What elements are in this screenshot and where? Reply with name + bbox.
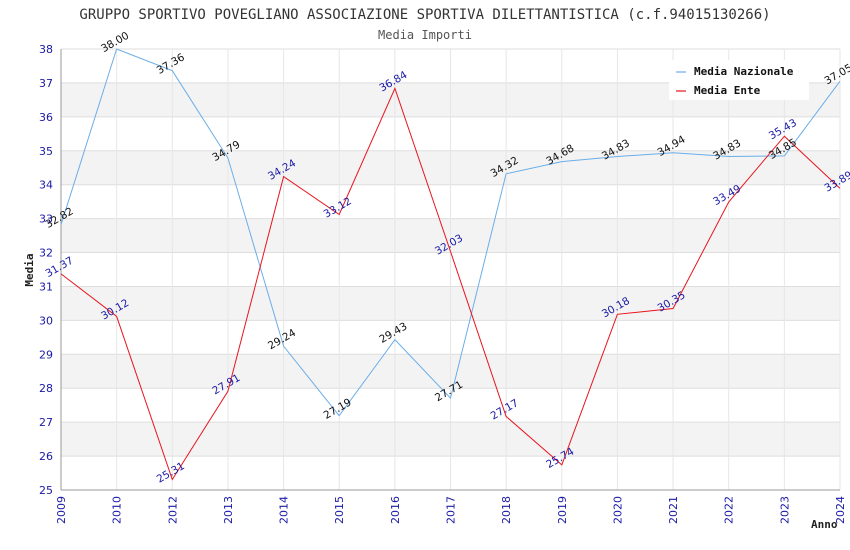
x-tick-label: 2015	[333, 496, 346, 524]
x-tick-label: 2009	[55, 496, 68, 524]
y-tick-label: 32	[39, 247, 53, 260]
x-tick-label: 2012	[166, 496, 179, 524]
data-label-ente: 33.12	[322, 195, 354, 220]
x-tick-label: 2021	[667, 496, 680, 524]
y-tick-label: 26	[39, 450, 53, 463]
x-tick-label: 2017	[445, 496, 458, 524]
legend-box	[669, 60, 809, 100]
series-line-media-nazionale	[60, 48, 841, 417]
legend: Media Nazionale Media Ente	[669, 60, 809, 100]
y-tick-label: 25	[39, 484, 53, 497]
y-axis-ticks: 25 26 27 28 29 30 31 32 33 34 35 36 37 38	[39, 43, 53, 497]
data-label-ente: 25.31	[155, 460, 187, 485]
data-label-ente: 27.17	[489, 397, 521, 422]
x-tick-label: 2010	[111, 496, 124, 524]
x-tick-label: 2018	[500, 496, 513, 524]
x-axis-ticks: 2009 2010 2012 2013 2014 2015 2016 2017 2018 2019…	[55, 496, 847, 524]
data-label-nazionale: 38.00	[99, 30, 131, 55]
y-tick-label: 27	[39, 416, 53, 429]
legend-label-nazionale: Media Nazionale	[694, 65, 794, 78]
x-tick-label: 2013	[222, 496, 235, 524]
y-tick-label: 31	[39, 280, 53, 293]
y-tick-label: 33	[39, 213, 53, 226]
data-label-nazionale: 37.36	[155, 51, 187, 77]
x-tick-label: 2020	[611, 496, 624, 524]
axes	[60, 49, 840, 491]
x-tick-label: 2024	[834, 496, 847, 524]
y-tick-label: 38	[39, 43, 53, 56]
y-tick-label: 36	[39, 111, 53, 124]
x-tick-label: 2016	[389, 496, 402, 524]
y-tick-label: 35	[39, 145, 53, 158]
series-lines	[60, 48, 841, 481]
y-axis-label: Media	[23, 253, 36, 286]
x-tick-label: 2022	[723, 496, 736, 524]
legend-label-ente: Media Ente	[694, 84, 761, 97]
y-tick-label: 30	[39, 314, 53, 327]
y-tick-label: 34	[39, 179, 53, 192]
data-label-nazionale: 29.24	[266, 327, 298, 353]
y-tick-label: 28	[39, 382, 53, 395]
y-tick-label: 29	[39, 348, 53, 361]
y-tick-label: 37	[39, 77, 53, 90]
series-line-media-ente	[60, 87, 841, 481]
x-axis-label: Anno	[811, 518, 838, 531]
chart-title: GRUPPO SPORTIVO POVEGLIANO ASSOCIAZIONE …	[79, 7, 770, 23]
x-tick-label: 2023	[778, 496, 791, 524]
x-tick-label: 2019	[556, 496, 569, 524]
x-tick-label: 2014	[278, 496, 291, 524]
chart-subtitle: Media Importi	[378, 28, 472, 42]
